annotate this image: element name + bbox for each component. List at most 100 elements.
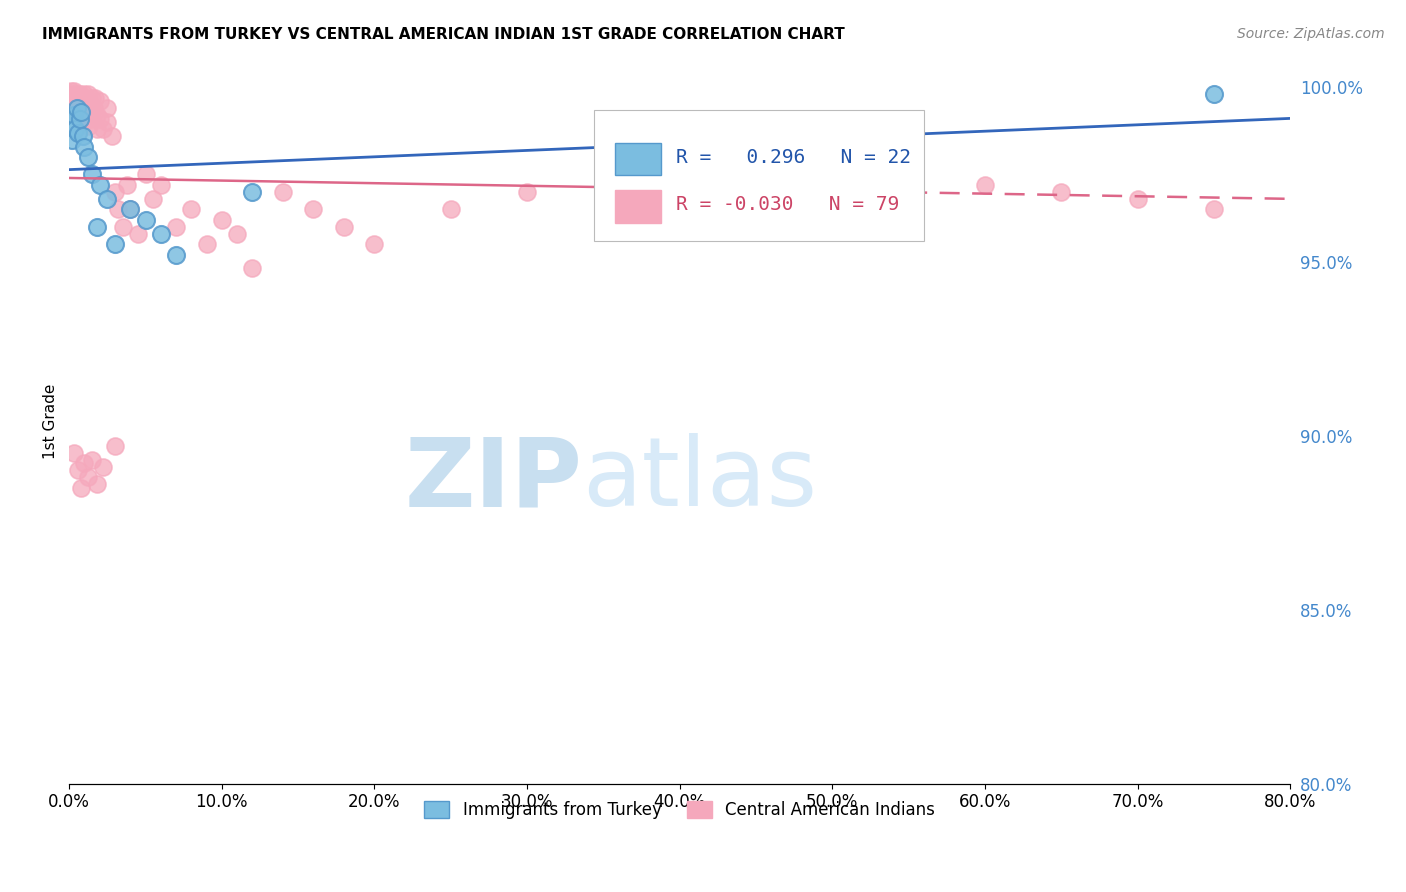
Point bbox=[73, 457, 96, 471]
Point bbox=[271, 185, 294, 199]
Point bbox=[91, 459, 114, 474]
Point bbox=[1126, 192, 1149, 206]
Point bbox=[59, 115, 82, 129]
Point bbox=[82, 91, 104, 105]
Point bbox=[82, 453, 104, 467]
Point bbox=[1050, 185, 1073, 199]
Point bbox=[149, 227, 172, 241]
Point bbox=[77, 119, 100, 133]
Point bbox=[96, 101, 118, 115]
Point bbox=[440, 202, 463, 217]
Point bbox=[240, 261, 263, 276]
Point bbox=[59, 91, 82, 105]
Point bbox=[1202, 87, 1225, 102]
Point bbox=[76, 470, 98, 484]
Point bbox=[104, 185, 127, 199]
Point bbox=[592, 219, 614, 234]
Point bbox=[73, 87, 96, 102]
Point bbox=[240, 185, 263, 199]
Legend: Immigrants from Turkey, Central American Indians: Immigrants from Turkey, Central American… bbox=[418, 795, 942, 826]
Point bbox=[70, 112, 93, 126]
Point bbox=[1202, 202, 1225, 217]
Point bbox=[82, 112, 104, 126]
Point bbox=[73, 98, 96, 112]
Point bbox=[70, 95, 93, 109]
Point bbox=[66, 95, 89, 109]
Point bbox=[69, 101, 91, 115]
Point bbox=[60, 87, 83, 102]
Point bbox=[62, 84, 84, 98]
Point bbox=[67, 463, 90, 477]
Point bbox=[120, 202, 142, 217]
Point bbox=[59, 84, 82, 98]
Point bbox=[77, 95, 100, 109]
Point bbox=[302, 202, 325, 217]
Point bbox=[96, 192, 118, 206]
Point bbox=[62, 108, 84, 122]
Point bbox=[76, 108, 98, 122]
Point bbox=[89, 178, 111, 192]
Point bbox=[135, 212, 157, 227]
Point bbox=[745, 202, 768, 217]
Point bbox=[86, 477, 108, 491]
Point bbox=[62, 446, 84, 460]
Text: R =   0.296   N = 22: R = 0.296 N = 22 bbox=[676, 148, 911, 167]
Point bbox=[66, 108, 89, 122]
Point bbox=[211, 212, 233, 227]
Point bbox=[72, 91, 94, 105]
Point bbox=[89, 112, 111, 126]
Point bbox=[70, 104, 93, 119]
Text: R = -0.030   N = 79: R = -0.030 N = 79 bbox=[676, 195, 900, 214]
Point bbox=[120, 202, 142, 217]
Point bbox=[69, 112, 91, 126]
Point bbox=[142, 192, 165, 206]
Point bbox=[65, 91, 87, 105]
Point bbox=[115, 178, 138, 192]
Point bbox=[73, 139, 96, 153]
Point bbox=[76, 87, 98, 102]
Point bbox=[86, 108, 108, 122]
Point bbox=[89, 95, 111, 109]
Point bbox=[83, 101, 105, 115]
Point bbox=[180, 202, 202, 217]
Point bbox=[104, 237, 127, 252]
FancyBboxPatch shape bbox=[614, 190, 661, 222]
Point bbox=[67, 126, 90, 140]
Point bbox=[96, 115, 118, 129]
Point bbox=[516, 185, 538, 199]
Point bbox=[897, 192, 920, 206]
Point bbox=[974, 178, 997, 192]
Point bbox=[62, 95, 84, 109]
Point bbox=[70, 481, 93, 495]
Point bbox=[165, 247, 187, 261]
Text: Source: ZipAtlas.com: Source: ZipAtlas.com bbox=[1237, 27, 1385, 41]
Point bbox=[111, 219, 134, 234]
Point bbox=[65, 122, 87, 136]
Point bbox=[75, 101, 97, 115]
Point bbox=[82, 168, 104, 182]
Point bbox=[91, 122, 114, 136]
Point bbox=[195, 237, 218, 252]
Text: IMMIGRANTS FROM TURKEY VS CENTRAL AMERICAN INDIAN 1ST GRADE CORRELATION CHART: IMMIGRANTS FROM TURKEY VS CENTRAL AMERIC… bbox=[42, 27, 845, 42]
Point bbox=[67, 104, 90, 119]
Point bbox=[66, 101, 89, 115]
Point bbox=[226, 227, 249, 241]
Point bbox=[76, 150, 98, 164]
Point bbox=[72, 104, 94, 119]
Point bbox=[333, 219, 356, 234]
Point bbox=[821, 185, 844, 199]
Point bbox=[107, 202, 129, 217]
Point bbox=[60, 133, 83, 147]
Point bbox=[72, 129, 94, 144]
Text: atlas: atlas bbox=[582, 434, 817, 526]
Y-axis label: 1st Grade: 1st Grade bbox=[44, 384, 58, 459]
Point bbox=[135, 168, 157, 182]
Point bbox=[86, 219, 108, 234]
Point bbox=[104, 439, 127, 453]
FancyBboxPatch shape bbox=[614, 143, 661, 176]
Point bbox=[101, 129, 124, 144]
Point bbox=[84, 91, 107, 105]
Point bbox=[127, 227, 149, 241]
Text: ZIP: ZIP bbox=[404, 434, 582, 526]
Point bbox=[79, 104, 101, 119]
